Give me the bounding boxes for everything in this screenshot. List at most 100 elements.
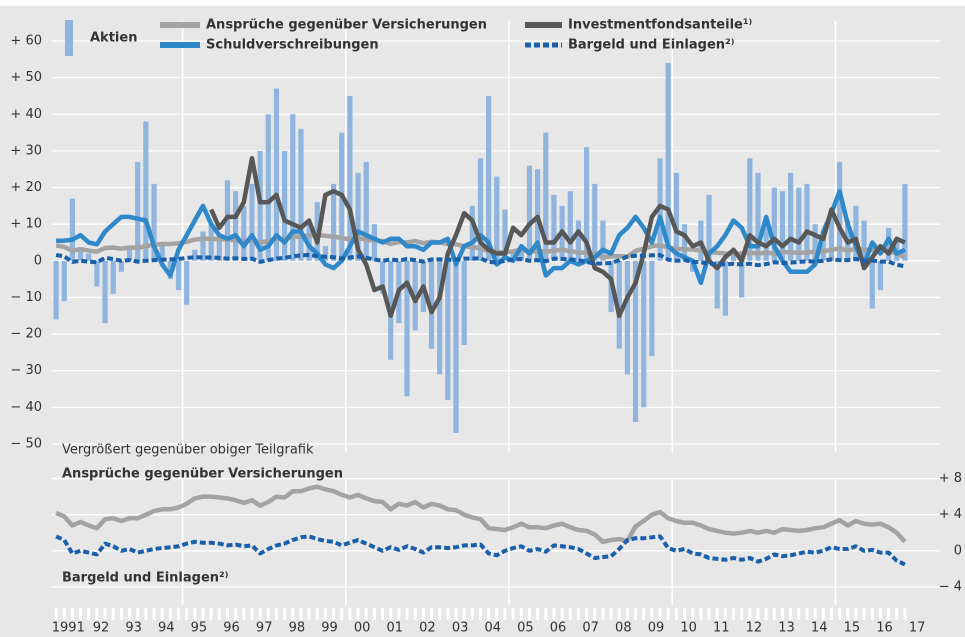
bar [477,158,484,261]
bar [298,128,304,261]
bar [543,132,549,261]
bar [861,220,867,261]
marks [53,62,908,567]
bar [363,161,369,261]
top-strip [0,0,965,6]
x-tick-label: 97 [256,621,273,636]
bar [722,260,728,316]
bar [486,95,492,261]
line [55,232,906,260]
bar [469,205,475,261]
bar [828,216,835,261]
bar [69,198,76,261]
x-tick-label: 94 [158,621,175,636]
legend: Aktien Ansprüche gegenüber Versicherunge… [65,18,753,56]
bar [241,205,247,261]
bar [453,260,459,434]
line [209,155,906,319]
x-tick-label: 15 [844,621,861,636]
bar [330,183,337,261]
bar [583,147,590,261]
bar [714,260,720,309]
y-tick-label: + 30 [10,143,42,158]
inset-title: Vergrößert gegenüber obiger Teilgrafik [62,443,314,458]
bar [265,114,271,261]
bar [273,88,280,261]
x-tick-label: 01 [387,621,404,636]
inset-line [55,484,907,545]
bar [86,253,92,261]
legend-label: Investmentfondsanteile¹⁾ [568,18,753,33]
inset-line [55,534,906,567]
line [55,253,906,269]
bar [249,183,255,261]
bar [902,183,908,261]
bar [355,172,361,261]
bar [592,183,598,261]
x-tick-label: 10 [680,621,697,636]
y-tick-label: − 20 [10,327,42,342]
bar [404,260,410,397]
bar [771,187,777,261]
x-tick-label: 11 [713,621,730,636]
x-tick-label: 16 [876,621,893,636]
legend-label: Bargeld und Einlagen²⁾ [568,38,735,53]
bar [445,260,451,401]
x-tick-label: 06 [550,621,567,636]
x-tick-label: 07 [582,621,599,636]
y-tick-label: 0 [34,253,42,268]
y-tick-label: + 60 [10,34,42,49]
x-tick-label: 96 [223,621,240,636]
x-tick-label: 08 [615,621,632,636]
x-tick-label: 99 [321,621,338,636]
legend-swatch [65,20,73,56]
bar [118,260,124,272]
bar [632,260,639,423]
bar [494,176,500,261]
x-tick-label: 92 [93,621,110,636]
bar [200,231,206,261]
bar [94,260,100,287]
bar [216,235,222,261]
x-tick-label: 12 [746,621,763,636]
bar [820,235,826,261]
x-tick-label: 00 [354,621,371,636]
bar [437,260,443,375]
bar [53,260,59,320]
x-tick-label: 95 [191,621,208,636]
x-tick-label: 09 [648,621,665,636]
bar [779,191,786,261]
x-tick-label: 04 [484,621,501,636]
y-tick-label: + 20 [10,180,42,195]
bar [624,260,631,375]
legend-label: Schuldverschreibungen [206,38,379,53]
bar [347,95,353,261]
bar [673,172,679,261]
y-tick-label: + 40 [10,107,42,122]
bar [77,249,84,261]
bar [510,249,516,261]
bar [763,220,769,261]
bar [208,224,214,261]
bar [61,260,67,302]
bar [567,191,573,261]
line [56,188,906,286]
bar [102,260,108,324]
bar [233,191,239,261]
bar [739,260,745,298]
x-tick-label: 03 [452,621,469,636]
bar [184,260,190,305]
bar [788,172,794,261]
bar [755,172,761,261]
bar [126,246,133,261]
bar [836,161,843,261]
bar [110,260,116,294]
bar [379,260,386,294]
bar [853,205,859,261]
y-tick-label: + 10 [10,217,42,232]
bar [804,183,810,261]
bar [649,260,655,357]
bar [812,224,818,261]
bar [461,260,467,346]
bar [575,220,582,261]
